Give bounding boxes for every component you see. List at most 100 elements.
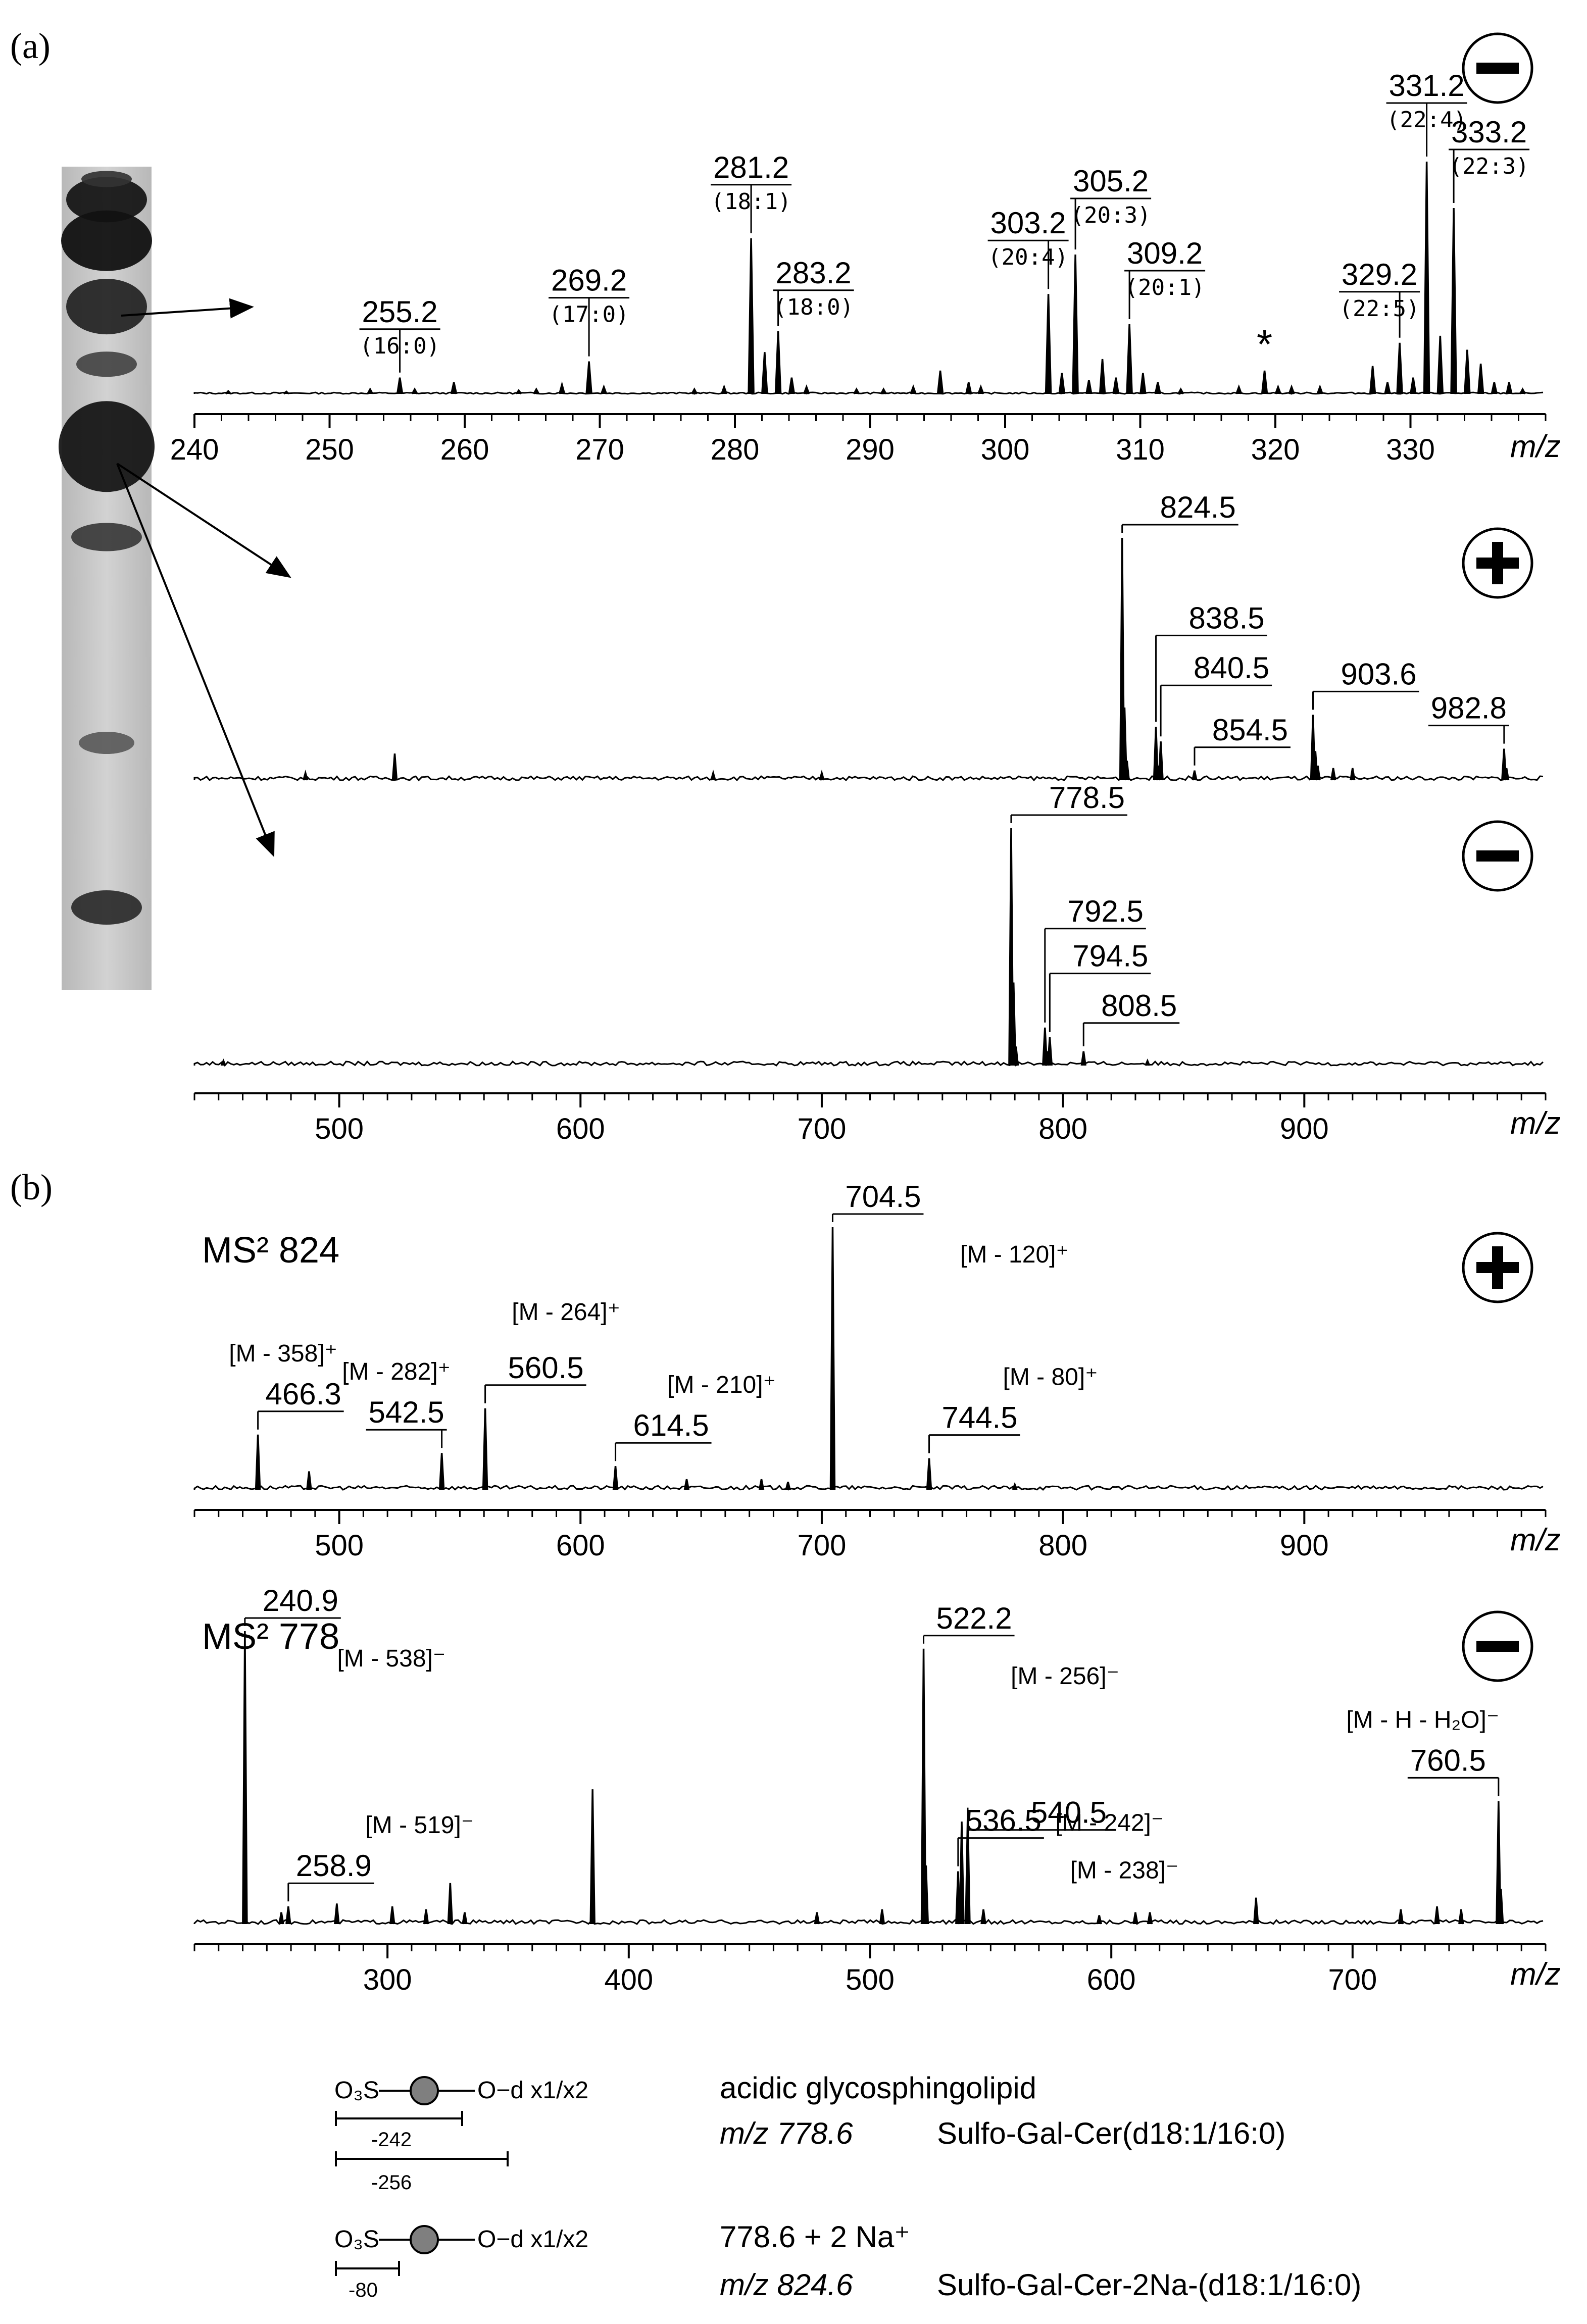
annotation-asterisk: * <box>1257 322 1272 367</box>
spectrum-peak <box>1139 373 1147 394</box>
spectrum-peak <box>1477 364 1484 394</box>
spectrum-peak <box>774 331 782 394</box>
negative-polarity-icon <box>1462 32 1533 104</box>
spectrum-peak <box>450 382 458 394</box>
peak-label: 329.2 <box>1342 258 1417 291</box>
peak-label: 838.5 <box>1188 601 1264 635</box>
peak-label: 305.2 <box>1073 164 1149 198</box>
peak-label: 542.5 <box>369 1395 444 1429</box>
spectrum-peak <box>1124 761 1130 781</box>
spectrum-peak <box>1132 1912 1138 1925</box>
fatty-acid-label: (22:3) <box>1449 154 1529 179</box>
fragment-256-label: -256 <box>371 2171 412 2194</box>
peak-label: 255.2 <box>362 295 438 329</box>
spectrum-peak <box>1491 382 1498 394</box>
peak-label: 792.5 <box>1068 894 1144 928</box>
tlc-band <box>79 732 134 754</box>
x-tick-label: 300 <box>363 1963 412 1996</box>
peak-label: 309.2 <box>1127 236 1203 270</box>
peak-label: 258.9 <box>296 1849 372 1883</box>
spectrum-peak <box>334 1903 340 1925</box>
spectrum-peak <box>1153 727 1159 781</box>
spectrum-peak <box>1434 1906 1440 1925</box>
spectrum-peak <box>285 1906 291 1925</box>
x-tick-label: 260 <box>440 433 489 466</box>
arrow-to-positive-spectrum <box>116 463 291 578</box>
spectrum-peak <box>1503 768 1510 781</box>
x-tick-label: 700 <box>1328 1963 1377 1996</box>
peak-label: 540.5 <box>1031 1796 1107 1830</box>
tlc-band <box>61 210 152 271</box>
fatty-acid-label: (18:0) <box>773 294 854 320</box>
peak-label: 536.5 <box>966 1804 1042 1838</box>
spectrum-peak <box>1045 294 1052 394</box>
spectrum-peak <box>959 1821 965 1925</box>
spectrum-peak <box>785 1481 791 1490</box>
spectrum-peak <box>923 1865 929 1925</box>
x-tick-label: 600 <box>556 1529 605 1562</box>
negative-polarity-icon <box>1462 820 1533 892</box>
fragment-242-label: -242 <box>371 2129 412 2151</box>
spectrum-peak <box>1013 1046 1019 1066</box>
spectrum-peak <box>1350 768 1356 781</box>
legend: O₃S O−d x1/x2 -242 -256 O₃S O−d x1/x2 -8… <box>334 2071 1361 2302</box>
negative-ms1-spectrum: 500 600 700 800 900 m/z 778.5 792.5 794.5 808.5 <box>193 781 1561 1145</box>
positive-polarity-icon <box>1462 1232 1533 1303</box>
ion-label: [M - H - H₂O]⁻ <box>1347 1706 1500 1733</box>
x-tick-label: 600 <box>556 1113 605 1145</box>
spectrum-peak <box>1155 765 1162 781</box>
x-tick-label: 800 <box>1038 1529 1087 1562</box>
spectrum-peak <box>242 1631 248 1925</box>
x-tick-label: 500 <box>846 1963 895 1996</box>
x-tick-label: 900 <box>1280 1113 1329 1145</box>
legend-line-4a: m/z 824.6 <box>720 2268 853 2302</box>
structure2-ceramide: O−d x1/x2 <box>477 2226 588 2253</box>
spectrum-peak <box>761 352 768 394</box>
spectrum-peak <box>1058 373 1066 394</box>
ion-label: [M - 519]⁻ <box>365 1812 474 1839</box>
spectrum-peak <box>1458 1909 1464 1925</box>
spectrum-baseline <box>193 1918 1544 1925</box>
spectrum-peak <box>936 370 944 394</box>
ion-label: [M - 120]⁺ <box>960 1241 1069 1268</box>
peak-label: 283.2 <box>776 256 852 290</box>
x-tick-label: 310 <box>1116 433 1165 466</box>
tlc-plate <box>59 167 155 990</box>
fatty-acid-label: (20:4) <box>988 244 1068 270</box>
legend-line-4b: Sulfo-Gal-Cer-2Na-(d18:1/16:0) <box>937 2268 1361 2302</box>
spectrum-peak <box>447 1883 454 1925</box>
x-axis-unit: m/z <box>1510 1957 1561 1992</box>
ion-label: [M - 80]⁺ <box>1003 1364 1098 1391</box>
spectrum-title: MS² 778 <box>202 1616 339 1657</box>
spectrum-peak <box>367 387 374 394</box>
spectrum-peak <box>1099 359 1106 394</box>
peak-label: 760.5 <box>1410 1743 1486 1777</box>
ion-label: [M - 282]⁺ <box>342 1358 451 1385</box>
legend-line-2b: Sulfo-Gal-Cer(d18:1/16:0) <box>937 2116 1285 2150</box>
peak-label: 281.2 <box>713 150 789 184</box>
fatty-acid-label: (16:0) <box>360 333 440 359</box>
tlc-band <box>71 890 142 925</box>
peak-label: 704.5 <box>845 1180 921 1214</box>
spectrum-peak <box>879 1909 885 1925</box>
spectrum-title: MS² 824 <box>202 1230 339 1271</box>
spectrum-peak <box>748 238 755 394</box>
positive-polarity-icon <box>1462 527 1533 599</box>
spectrum-peak <box>710 770 716 781</box>
spectrum-peak <box>515 389 522 395</box>
spectrum-peak <box>462 1912 468 1925</box>
peak-label: 794.5 <box>1072 939 1148 973</box>
spectrum-peak <box>1398 1909 1404 1925</box>
spectrum-peak <box>438 1453 445 1490</box>
galactose-icon <box>410 2225 439 2254</box>
structure2-so3: O₃S <box>334 2226 379 2253</box>
structure1-so3: O₃S <box>334 2077 379 2104</box>
spectrum-peak <box>1330 768 1336 781</box>
tlc-band <box>81 171 132 187</box>
peak-label: 269.2 <box>551 264 627 297</box>
spectrum-peak <box>965 382 972 394</box>
x-axis-unit: m/z <box>1510 1523 1561 1557</box>
spectrum-peak <box>1316 384 1323 394</box>
peak-label: 854.5 <box>1212 713 1288 747</box>
